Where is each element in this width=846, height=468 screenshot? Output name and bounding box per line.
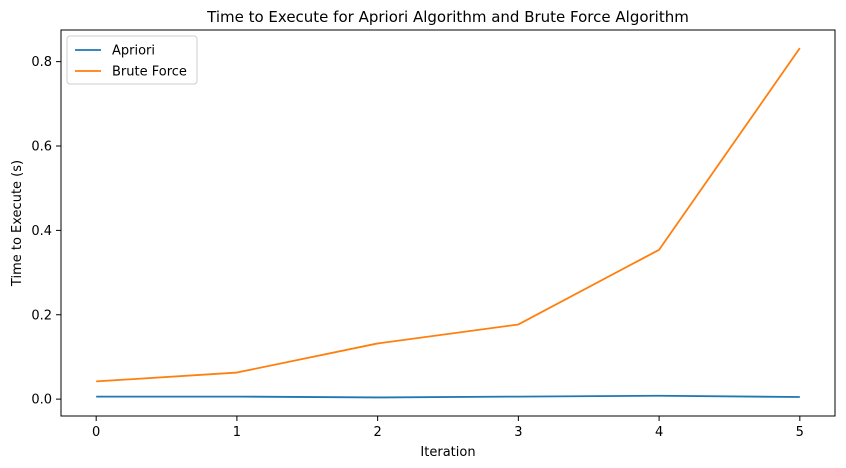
legend: Apriori Brute Force (66, 35, 198, 85)
x-tick-label: 2 (373, 425, 381, 440)
chart-title: Time to Execute for Apriori Algorithm an… (206, 8, 689, 26)
y-tick-label: 0.4 (31, 224, 52, 239)
series-group (96, 47, 801, 399)
x-tick-label: 1 (233, 425, 241, 440)
y-tick-label: 0.0 (31, 393, 52, 408)
x-tick-label: 4 (655, 425, 663, 440)
y-tick-label: 0.8 (31, 55, 52, 70)
y-tick-label: 0.2 (31, 308, 52, 323)
y-axis: 0.0 0.2 0.4 0.6 0.8 (31, 55, 61, 408)
series-line-apriori (96, 394, 800, 399)
series-line-brute-force (96, 47, 801, 383)
legend-label: Brute Force (112, 65, 187, 80)
x-axis: 0 1 2 3 4 5 (92, 416, 804, 440)
x-tick-label: 5 (796, 425, 804, 440)
y-tick-label: 0.6 (31, 140, 52, 155)
legend-box (66, 35, 198, 85)
y-axis-label: Time to Execute (s) (10, 160, 25, 287)
x-tick-label: 3 (514, 425, 522, 440)
x-tick-label: 0 (92, 425, 100, 440)
legend-label: Apriori (112, 44, 155, 59)
x-axis-label: Iteration (420, 445, 475, 460)
plot-frame (60, 29, 836, 417)
